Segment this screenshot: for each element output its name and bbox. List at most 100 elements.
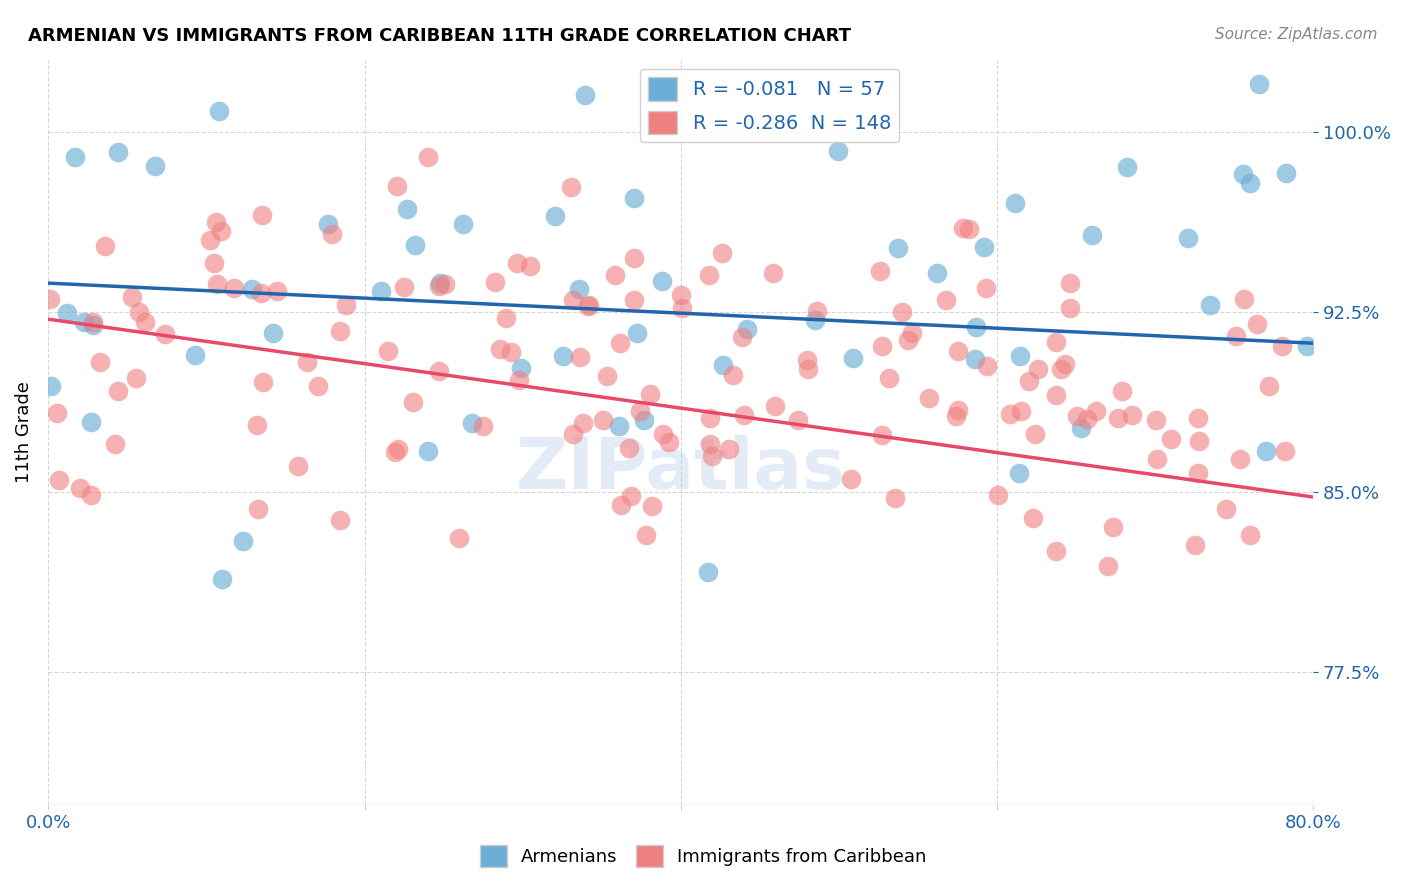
Point	[1121, 408, 1143, 422]
Point	[387, 179, 409, 194]
Point	[489, 342, 512, 356]
Point	[571, 416, 593, 430]
Point	[262, 326, 284, 340]
Point	[1111, 384, 1133, 398]
Point	[495, 311, 517, 326]
Point	[976, 359, 998, 373]
Point	[125, 371, 148, 385]
Point	[1296, 338, 1319, 352]
Point	[72, 315, 94, 329]
Point	[700, 449, 723, 463]
Point	[1187, 466, 1209, 480]
Point	[329, 513, 352, 527]
Point	[394, 280, 416, 294]
Point	[205, 215, 228, 229]
Point	[1254, 443, 1277, 458]
Point	[246, 417, 269, 432]
Text: ARMENIAN VS IMMIGRANTS FROM CARIBBEAN 11TH GRADE CORRELATION CHART: ARMENIAN VS IMMIGRANTS FROM CARIBBEAN 11…	[28, 27, 851, 45]
Point	[1246, 317, 1268, 331]
Point	[1160, 432, 1182, 446]
Point	[396, 202, 419, 217]
Point	[82, 315, 104, 329]
Point	[671, 301, 693, 315]
Point	[1059, 276, 1081, 290]
Point	[447, 531, 470, 545]
Point	[370, 285, 392, 299]
Point	[402, 395, 425, 409]
Point	[957, 222, 980, 236]
Point	[104, 437, 127, 451]
Point	[925, 266, 948, 280]
Point	[658, 434, 681, 449]
Point	[610, 499, 633, 513]
Point	[451, 217, 474, 231]
Point	[1225, 329, 1247, 343]
Point	[974, 281, 997, 295]
Point	[946, 402, 969, 417]
Point	[596, 369, 619, 384]
Point	[250, 286, 273, 301]
Point	[252, 375, 274, 389]
Point	[576, 299, 599, 313]
Point	[39, 292, 62, 306]
Point	[519, 259, 541, 273]
Point	[1022, 511, 1045, 525]
Point	[205, 277, 228, 292]
Point	[879, 370, 901, 384]
Point	[404, 237, 426, 252]
Point	[510, 361, 533, 376]
Point	[1146, 451, 1168, 466]
Point	[626, 326, 648, 341]
Point	[1177, 231, 1199, 245]
Point	[89, 355, 111, 369]
Point	[804, 313, 827, 327]
Point	[870, 428, 893, 442]
Point	[1053, 357, 1076, 371]
Point	[948, 343, 970, 358]
Point	[935, 293, 957, 307]
Point	[551, 349, 574, 363]
Point	[1010, 404, 1032, 418]
Point	[562, 293, 585, 307]
Point	[609, 335, 631, 350]
Point	[429, 277, 451, 291]
Point	[617, 442, 640, 456]
Point	[387, 442, 409, 457]
Point	[287, 458, 309, 473]
Point	[651, 274, 673, 288]
Point	[1239, 176, 1261, 190]
Point	[266, 284, 288, 298]
Point	[806, 304, 828, 318]
Point	[508, 373, 530, 387]
Text: Source: ZipAtlas.com: Source: ZipAtlas.com	[1215, 27, 1378, 42]
Point	[224, 281, 246, 295]
Point	[986, 488, 1008, 502]
Point	[568, 282, 591, 296]
Point	[1085, 404, 1108, 418]
Point	[1018, 374, 1040, 388]
Point	[427, 279, 450, 293]
Point	[886, 241, 908, 255]
Point	[1000, 407, 1022, 421]
Point	[1188, 434, 1211, 448]
Point	[651, 427, 673, 442]
Point	[1144, 413, 1167, 427]
Point	[80, 488, 103, 502]
Point	[82, 318, 104, 332]
Point	[416, 443, 439, 458]
Point	[1026, 361, 1049, 376]
Point	[1187, 410, 1209, 425]
Point	[307, 379, 329, 393]
Point	[963, 351, 986, 366]
Point	[1247, 77, 1270, 91]
Point	[121, 290, 143, 304]
Point	[762, 267, 785, 281]
Point	[184, 348, 207, 362]
Point	[918, 392, 941, 406]
Point	[107, 145, 129, 159]
Point	[246, 502, 269, 516]
Point	[973, 240, 995, 254]
Point	[883, 491, 905, 506]
Point	[63, 150, 86, 164]
Point	[765, 399, 787, 413]
